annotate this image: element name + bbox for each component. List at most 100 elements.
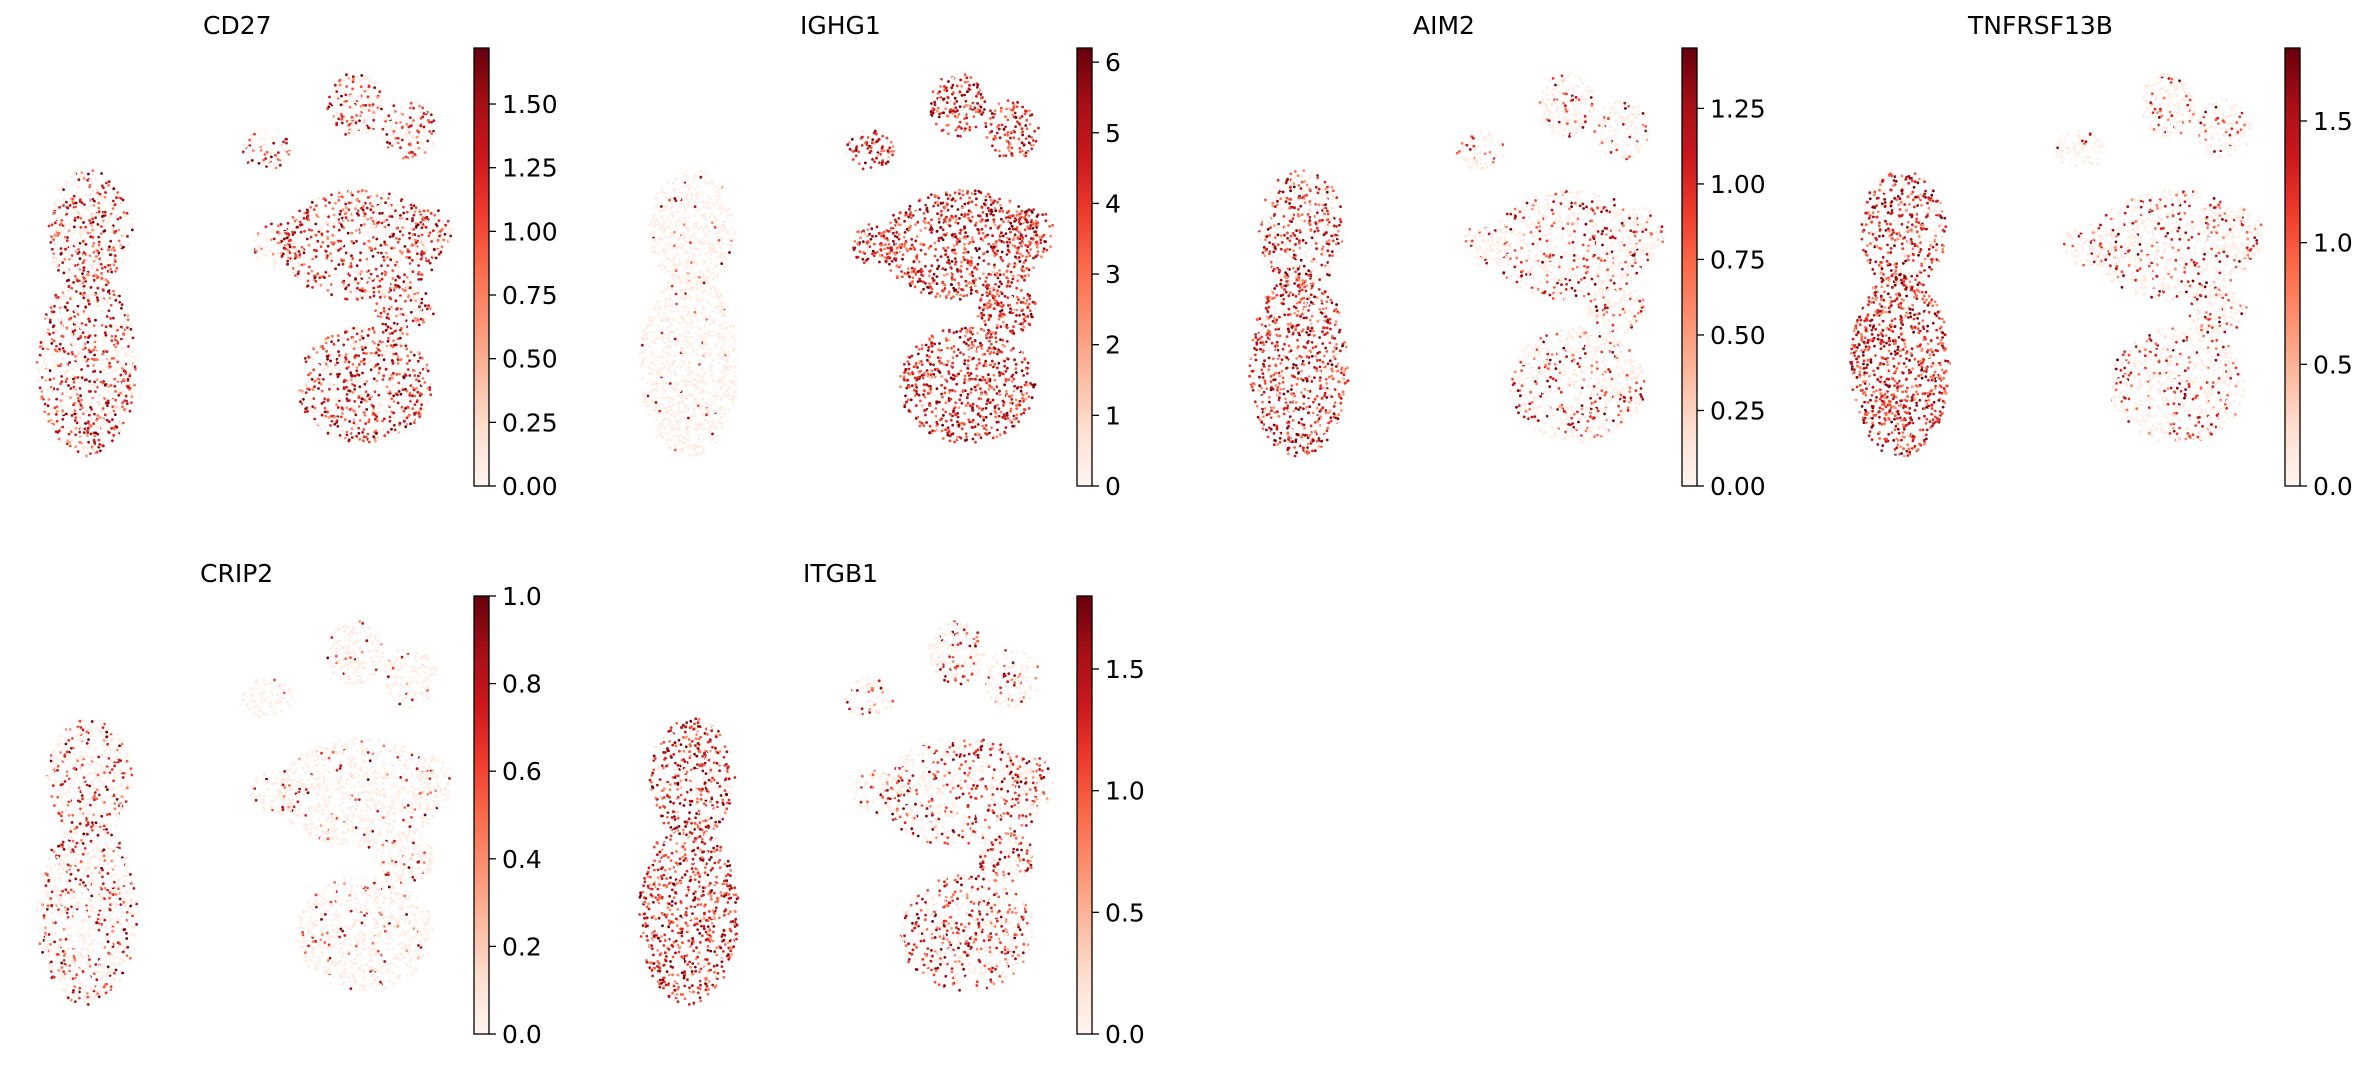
cell-point bbox=[85, 228, 88, 231]
cell-point bbox=[316, 411, 319, 414]
cell-point bbox=[721, 370, 724, 373]
cell-point bbox=[334, 84, 337, 87]
cell-point bbox=[708, 258, 711, 261]
cell-point bbox=[420, 403, 423, 406]
cell-point bbox=[85, 219, 88, 222]
cell-point bbox=[651, 251, 654, 254]
cell-point bbox=[104, 331, 107, 334]
cell-point bbox=[125, 202, 128, 205]
cell-point bbox=[111, 231, 114, 234]
cell-point bbox=[52, 252, 55, 255]
cell-point bbox=[109, 240, 112, 243]
cell-point bbox=[729, 209, 732, 212]
cell-point bbox=[662, 362, 665, 365]
cell-point bbox=[670, 260, 673, 263]
cell-point bbox=[257, 234, 260, 237]
cell-point bbox=[287, 232, 290, 235]
cell-point bbox=[732, 349, 735, 352]
cell-point bbox=[77, 376, 80, 379]
cell-point bbox=[374, 230, 377, 233]
cell-point bbox=[52, 238, 55, 241]
cell-point bbox=[694, 200, 697, 203]
cell-point bbox=[327, 289, 330, 292]
cell-point bbox=[417, 375, 420, 378]
cell-point bbox=[371, 339, 374, 342]
cell-point bbox=[383, 310, 386, 313]
cell-point bbox=[694, 188, 697, 191]
cell-point bbox=[130, 385, 133, 388]
cell-point bbox=[47, 413, 50, 416]
cell-point bbox=[701, 348, 704, 351]
cell-point bbox=[57, 422, 60, 425]
cell-point bbox=[714, 306, 717, 309]
cell-point bbox=[359, 289, 362, 292]
cell-point bbox=[324, 415, 327, 418]
cell-point bbox=[74, 433, 77, 436]
cell-point bbox=[381, 360, 384, 363]
cell-point bbox=[425, 223, 428, 226]
cell-point bbox=[125, 400, 128, 403]
cell-point bbox=[99, 449, 102, 452]
cell-point bbox=[254, 239, 257, 242]
cell-point bbox=[410, 311, 413, 314]
cell-point bbox=[391, 332, 394, 335]
cell-point bbox=[270, 223, 273, 226]
cell-point bbox=[720, 398, 723, 401]
cell-point bbox=[432, 141, 435, 144]
cell-point bbox=[358, 119, 361, 122]
cell-point bbox=[61, 418, 64, 421]
cell-point bbox=[693, 412, 696, 415]
cell-point bbox=[74, 376, 77, 379]
cell-point bbox=[710, 241, 713, 244]
cell-point bbox=[351, 436, 354, 439]
cell-point bbox=[83, 266, 86, 269]
cell-point bbox=[370, 112, 373, 115]
cell-point bbox=[363, 77, 366, 80]
cell-point bbox=[687, 408, 690, 411]
cell-point bbox=[100, 236, 103, 239]
cell-point bbox=[277, 224, 280, 227]
cell-point bbox=[69, 387, 72, 390]
cell-point bbox=[415, 361, 418, 364]
cell-point bbox=[79, 300, 82, 303]
cell-point bbox=[391, 325, 394, 328]
cell-point bbox=[69, 199, 72, 202]
cell-point bbox=[651, 222, 654, 225]
cell-point bbox=[441, 245, 444, 248]
cell-point bbox=[53, 324, 56, 327]
cell-point bbox=[393, 383, 396, 386]
cell-point bbox=[675, 303, 678, 306]
cell-point bbox=[270, 149, 273, 152]
cell-point bbox=[86, 179, 89, 182]
cell-point bbox=[377, 113, 380, 116]
cell-point bbox=[77, 231, 80, 234]
cell-point bbox=[338, 240, 341, 243]
cell-point bbox=[67, 352, 70, 355]
cell-point bbox=[84, 238, 87, 241]
cell-point bbox=[86, 341, 89, 344]
cell-point bbox=[74, 264, 77, 267]
cell-point bbox=[73, 402, 76, 405]
cell-point bbox=[306, 285, 309, 288]
cell-point bbox=[702, 437, 705, 440]
cell-point bbox=[92, 349, 95, 352]
cell-point bbox=[326, 257, 329, 260]
cell-point bbox=[412, 418, 415, 421]
cell-point bbox=[331, 355, 334, 358]
cell-point bbox=[359, 338, 362, 341]
cell-point bbox=[47, 395, 50, 398]
cell-point bbox=[358, 363, 361, 366]
cell-point bbox=[372, 103, 375, 106]
cell-point bbox=[365, 108, 368, 111]
cell-point bbox=[313, 415, 316, 418]
cell-point bbox=[395, 352, 398, 355]
cell-point bbox=[658, 433, 661, 436]
cell-point bbox=[654, 221, 657, 224]
cell-point bbox=[88, 383, 91, 386]
cell-point bbox=[324, 205, 327, 208]
cell-point bbox=[381, 323, 384, 326]
cell-point bbox=[82, 297, 85, 300]
cell-point bbox=[120, 307, 123, 310]
cell-point bbox=[723, 340, 726, 343]
cell-point bbox=[130, 395, 133, 398]
